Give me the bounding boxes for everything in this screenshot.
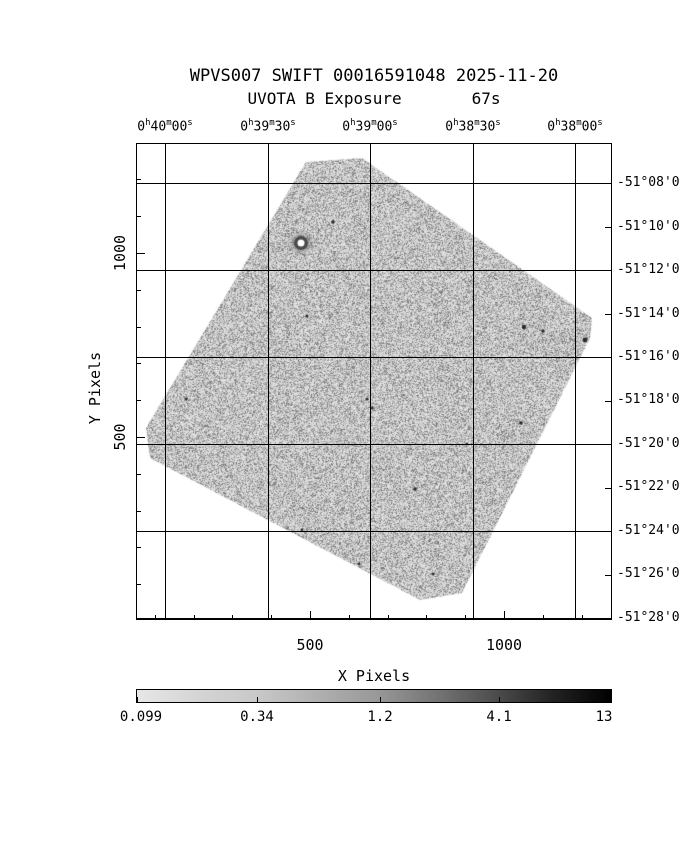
plot-frame: [136, 143, 612, 620]
dec-tick-label: -51°12'0: [617, 262, 680, 278]
tick-mark: [137, 363, 141, 364]
colorbar-tick-label: 1.2: [367, 709, 392, 725]
tick-mark: [268, 144, 269, 150]
dec-tick-label: -51°20'0: [617, 436, 680, 452]
ra-tick-label: 0h39m30s: [223, 118, 313, 134]
tick-mark: [543, 615, 544, 619]
tick-mark: [388, 615, 389, 619]
tick-mark: [605, 531, 611, 532]
exposure-filter-label: UVOTA B Exposure: [247, 89, 401, 108]
tick-mark: [605, 314, 611, 315]
page-subtitle: UVOTA B Exposure 67s: [136, 89, 612, 108]
dec-tick-label: -51°18'0: [617, 392, 680, 408]
tick-mark: [605, 270, 611, 271]
dec-tick-label: -51°26'0: [617, 566, 680, 582]
tick-mark: [605, 183, 611, 184]
x-axis-label: X Pixels: [136, 667, 612, 685]
x-tick-label: 500: [280, 636, 340, 654]
ra-tick-label: 0h38m30s: [428, 118, 518, 134]
tick-mark: [370, 144, 371, 150]
tick-mark: [605, 227, 611, 228]
page-title: WPVS007 SWIFT 00016591048 2025-11-20: [136, 66, 612, 86]
colorbar-tick-label: 13: [596, 709, 613, 725]
tick-mark: [137, 216, 141, 217]
y-axis-label: Y Pixels: [87, 348, 103, 428]
dec-tick-label: -51°16'0: [617, 349, 680, 365]
tick-mark: [499, 697, 500, 702]
tick-mark: [426, 615, 427, 619]
tick-mark: [271, 615, 272, 619]
colorbar-tick-label: 0.34: [240, 709, 274, 725]
y-tick-label: 1000: [112, 231, 128, 275]
tick-mark: [194, 615, 195, 619]
tick-mark: [605, 401, 611, 402]
ra-tick-label: 0h40m00s: [120, 118, 210, 134]
colorbar-tick-label: 0.099: [120, 709, 162, 725]
tick-mark: [257, 697, 258, 702]
tick-mark: [504, 611, 505, 619]
tick-mark: [137, 584, 141, 585]
colorbar: [136, 689, 612, 703]
tick-mark: [380, 697, 381, 702]
tick-mark: [137, 547, 141, 548]
tick-mark: [609, 697, 610, 702]
tick-mark: [155, 615, 156, 619]
x-tick-label: 1000: [474, 636, 534, 654]
tick-mark: [605, 488, 611, 489]
dec-tick-label: -51°10'0: [617, 219, 680, 235]
dec-tick-label: -51°22'0: [617, 479, 680, 495]
tick-mark: [310, 611, 311, 619]
colorbar-tick-label: 4.1: [486, 709, 511, 725]
tick-mark: [137, 474, 141, 475]
tick-mark: [349, 615, 350, 619]
exposure-map-page: WPVS007 SWIFT 00016591048 2025-11-20 UVO…: [0, 0, 680, 850]
tick-mark: [575, 144, 576, 150]
tick-mark: [137, 290, 141, 291]
dec-tick-label: -51°14'0: [617, 306, 680, 322]
tick-mark: [137, 437, 145, 438]
ra-tick-label: 0h39m00s: [325, 118, 415, 134]
tick-mark: [605, 444, 611, 445]
tick-mark: [137, 697, 138, 702]
dec-tick-label: -51°24'0: [617, 523, 680, 539]
tick-mark: [137, 179, 141, 180]
y-tick-label: 500: [112, 415, 128, 459]
tick-mark: [582, 615, 583, 619]
exposure-time-value: 67s: [472, 89, 501, 108]
tick-mark: [137, 253, 145, 254]
tick-mark: [605, 618, 611, 619]
dec-tick-label: -51°08'0: [617, 175, 680, 191]
tick-mark: [473, 144, 474, 150]
tick-mark: [137, 327, 141, 328]
tick-mark: [465, 615, 466, 619]
tick-mark: [232, 615, 233, 619]
dec-tick-label: -51°28'0: [617, 610, 680, 626]
tick-mark: [605, 575, 611, 576]
tick-mark: [605, 357, 611, 358]
tick-mark: [165, 144, 166, 150]
tick-mark: [137, 511, 141, 512]
ra-tick-label: 0h38m00s: [530, 118, 620, 134]
tick-mark: [137, 400, 141, 401]
